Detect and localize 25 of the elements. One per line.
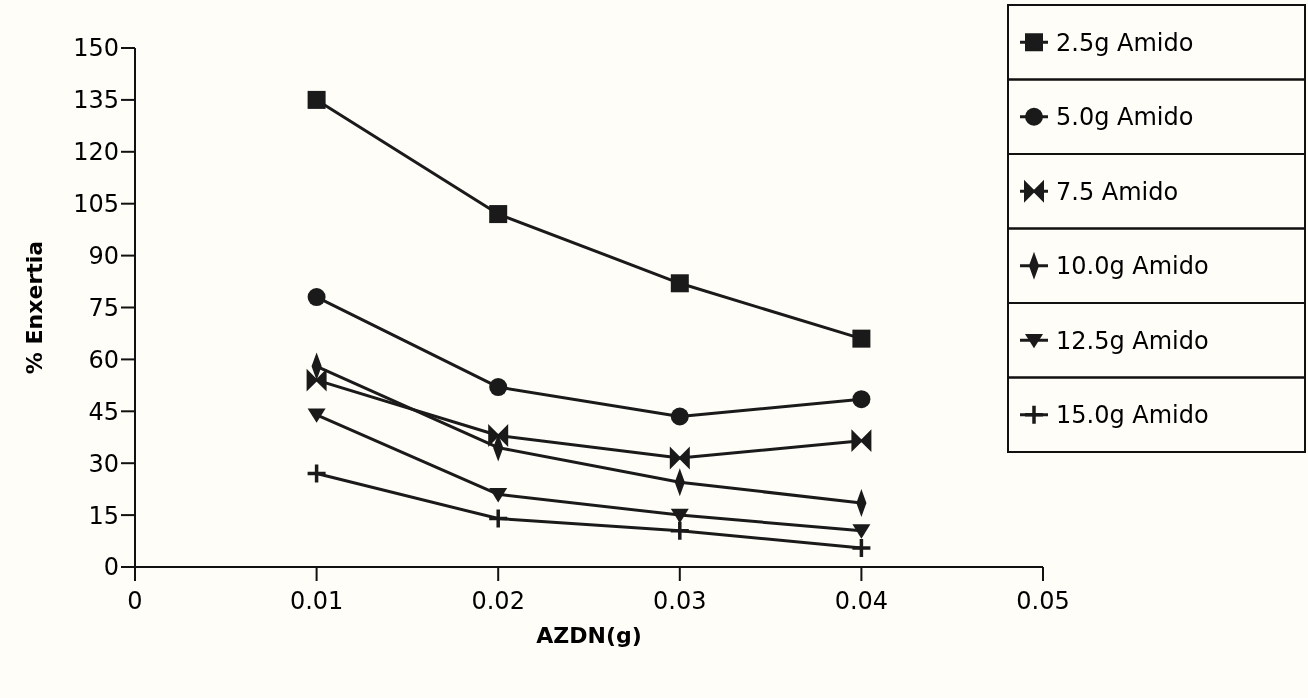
y-tick-label: 0 [103, 553, 119, 582]
x-tick-label: 0.02 [471, 587, 525, 615]
legend-label: 2.5g Amido [1056, 28, 1194, 57]
y-tick-label: 60 [88, 345, 119, 374]
x-tick-label: 0.01 [289, 587, 344, 615]
y-tick-label: 105 [73, 190, 119, 219]
legend-label: 10.0g Amido [1056, 252, 1209, 281]
y-tick-label: 30 [88, 449, 119, 478]
legend-label: 12.5g Amido [1056, 326, 1209, 355]
y-tick-label: 150 [73, 34, 119, 63]
y-tick-label: 15 [88, 501, 119, 530]
x-tick-label: 0.04 [834, 587, 889, 615]
y-axis-title: % Enxertia [22, 240, 47, 375]
y-tick-label: 120 [73, 138, 119, 167]
y-tick-label: 75 [88, 293, 119, 322]
y-tick-label: 135 [73, 86, 119, 115]
x-tick-label: 0.05 [1016, 587, 1070, 615]
x-tick-label: 0 [127, 587, 143, 615]
y-tick-label: 90 [88, 242, 119, 270]
legend-label: 5.0g Amido [1056, 103, 1194, 132]
legend-label: 15.0g Amido [1056, 401, 1209, 430]
x-axis-title: AZDN(g) [536, 623, 642, 648]
x-tick-label: 0.03 [653, 587, 707, 615]
legend-label: 7.5 Amido [1056, 177, 1179, 206]
y-tick-label: 45 [88, 397, 119, 426]
